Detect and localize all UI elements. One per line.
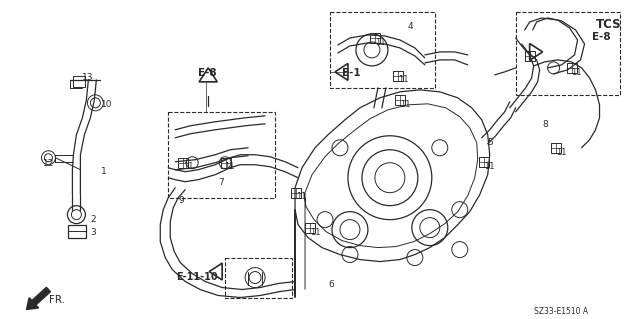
Bar — [370, 33, 380, 43]
Bar — [225, 257, 292, 298]
Bar — [566, 63, 577, 73]
Text: 3: 3 — [90, 228, 96, 237]
Text: 4: 4 — [408, 22, 413, 31]
Bar — [516, 12, 620, 95]
Text: 1: 1 — [101, 167, 107, 176]
Bar — [550, 143, 561, 153]
Text: FR.: FR. — [49, 294, 65, 305]
Text: 11: 11 — [398, 75, 408, 84]
Bar — [74, 76, 85, 87]
Text: 10: 10 — [101, 100, 113, 109]
Bar — [330, 12, 435, 88]
Bar — [178, 158, 188, 168]
Text: 7: 7 — [218, 178, 224, 187]
Text: 11: 11 — [484, 162, 494, 171]
Text: 11: 11 — [296, 192, 307, 201]
Text: 11: 11 — [375, 38, 385, 47]
Text: 2: 2 — [90, 215, 96, 224]
FancyArrow shape — [26, 287, 51, 309]
Text: 9: 9 — [178, 196, 184, 205]
Text: 11: 11 — [183, 162, 194, 171]
Text: 11: 11 — [572, 68, 582, 77]
Text: 12: 12 — [42, 159, 54, 168]
Text: 11: 11 — [224, 162, 235, 171]
Text: 11: 11 — [556, 148, 566, 157]
Text: SZ33-E1510 A: SZ33-E1510 A — [534, 308, 588, 316]
Text: 8: 8 — [543, 120, 548, 129]
Text: 13: 13 — [83, 73, 94, 82]
Bar — [305, 223, 315, 233]
Text: E-8: E-8 — [591, 32, 610, 42]
Bar — [68, 225, 86, 238]
Text: 5: 5 — [488, 138, 493, 147]
Text: E-11-10: E-11-10 — [176, 271, 218, 282]
Text: E-8: E-8 — [198, 68, 217, 78]
Text: 6: 6 — [328, 279, 333, 288]
Text: E-1: E-1 — [342, 68, 360, 78]
Bar — [525, 51, 534, 61]
Text: TCS: TCS — [596, 18, 621, 31]
Bar — [168, 112, 275, 198]
Bar — [393, 71, 403, 81]
Bar — [221, 158, 231, 168]
Bar — [479, 157, 489, 167]
Text: 11: 11 — [310, 228, 321, 237]
Bar — [395, 95, 405, 105]
Text: 11: 11 — [400, 100, 410, 109]
Bar — [291, 188, 301, 198]
